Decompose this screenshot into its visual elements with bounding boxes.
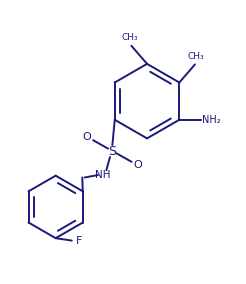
Text: S: S [108, 145, 116, 158]
Text: NH: NH [95, 170, 110, 180]
Text: CH₃: CH₃ [122, 33, 138, 42]
Text: CH₃: CH₃ [188, 52, 204, 61]
Text: NH₂: NH₂ [202, 115, 221, 125]
Text: O: O [133, 160, 142, 170]
Text: O: O [83, 131, 92, 142]
Text: F: F [76, 236, 82, 246]
